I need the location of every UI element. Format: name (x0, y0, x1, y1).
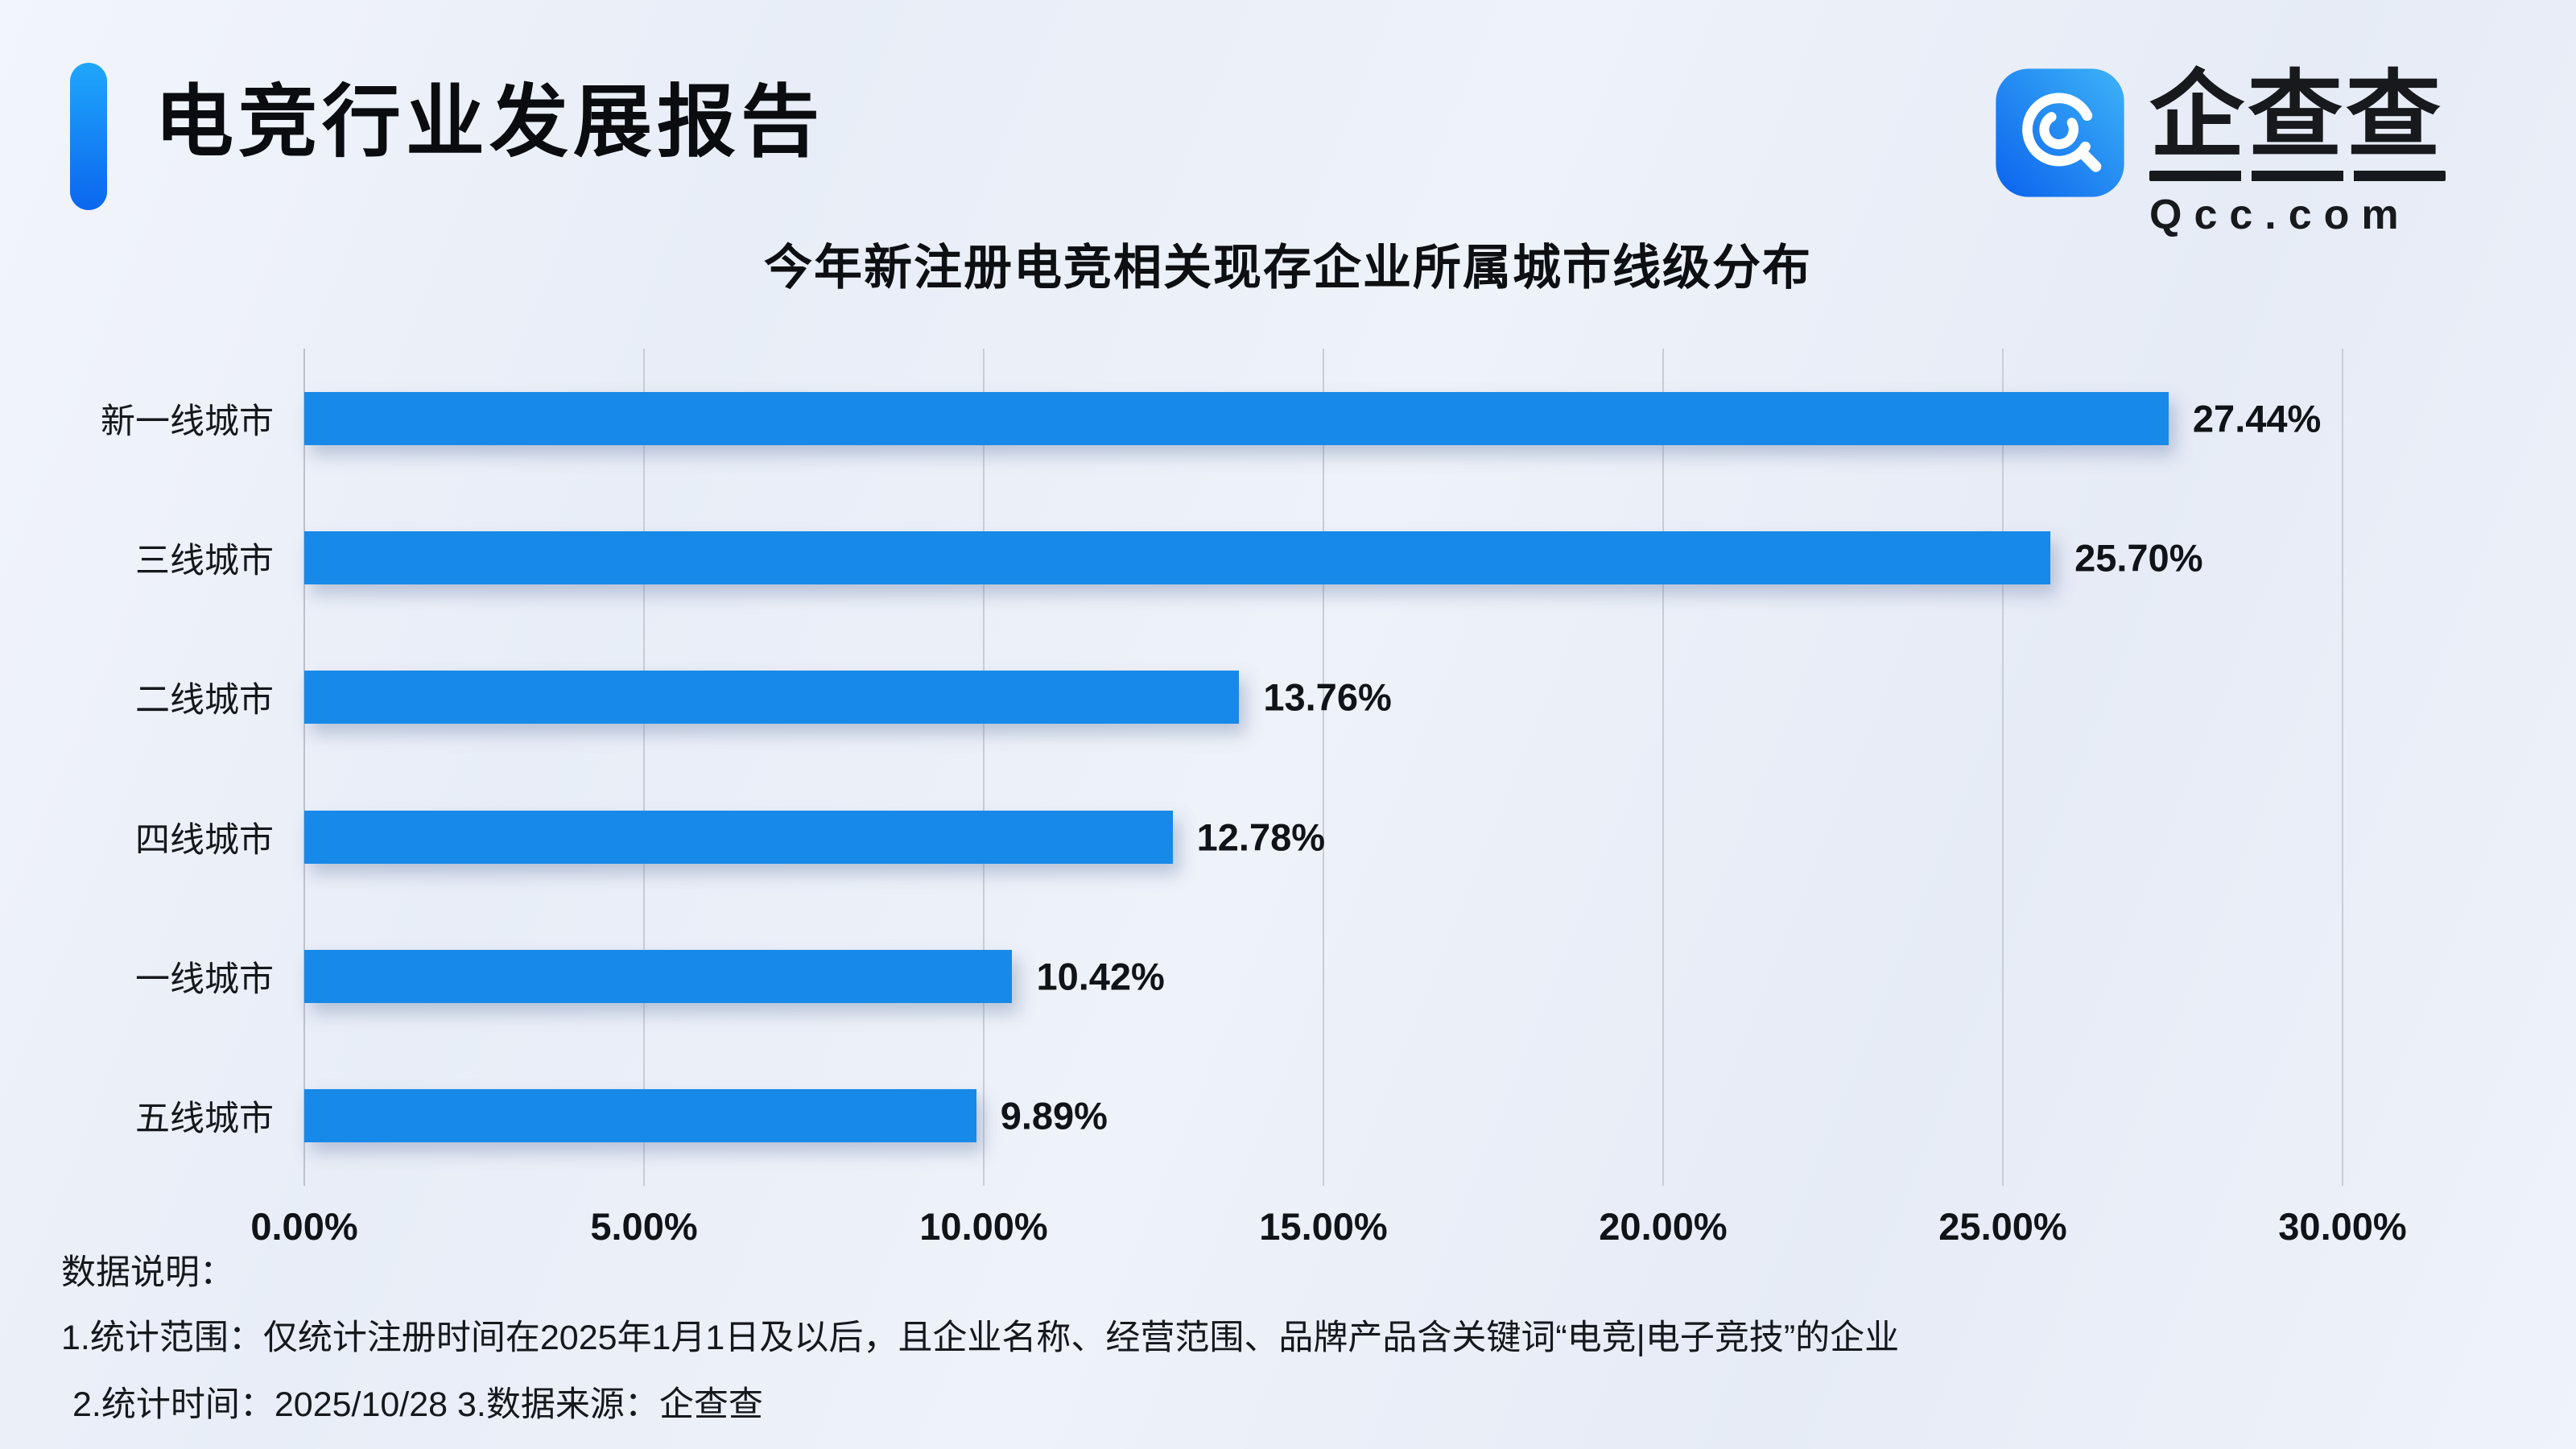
gridline (1662, 349, 1664, 1186)
gridline (2342, 349, 2343, 1186)
qcc-brand-url-text: Qcc.com (2149, 192, 2411, 239)
value-label: 13.76% (1263, 675, 1392, 719)
bar (304, 671, 1240, 724)
category-label: 四线城市 (135, 820, 274, 860)
report-title: 电竞行业发展报告 (155, 77, 825, 166)
bar (304, 1089, 976, 1143)
value-label: 9.89% (1000, 1094, 1108, 1137)
chart-row: 二线城市 13.76% (135, 628, 2343, 767)
x-tick-label: 5.00% (590, 1205, 698, 1248)
chart-row: 新一线城市 27.44% (101, 349, 2343, 488)
category-label: 二线城市 (135, 681, 274, 720)
data-notes: 数据说明： 1.统计范围：仅统计注册时间在2025年1月1日及以后，且企业名称、… (61, 1256, 1899, 1422)
x-tick-label: 0.00% (250, 1205, 358, 1248)
bar (304, 530, 2051, 584)
bar (304, 949, 1013, 1003)
x-tick-label: 10.00% (919, 1205, 1048, 1248)
x-axis: 0.00% 5.00% 10.00% 15.00% 20.00% 25.00% 30.00% (250, 1204, 2406, 1261)
notes-heading: 数据说明： (61, 1253, 234, 1292)
x-tick-label: 15.00% (1259, 1205, 1388, 1248)
gridline (1323, 349, 1324, 1186)
notes-line-2: 2.统计时间：2025/10/28 3.数据来源：企查查 (72, 1385, 763, 1424)
title-accent-bar (70, 63, 107, 210)
qcc-logo-icon (1995, 68, 2125, 198)
gridline (643, 349, 645, 1186)
value-label: 25.70% (2074, 536, 2203, 580)
plot-area: 新一线城市 27.44% 三线城市 25.70% 二线城市 13.76% 四线城市 12.78… (101, 349, 2343, 1186)
category-label: 三线城市 (135, 541, 274, 580)
category-label: 新一线城市 (101, 402, 274, 441)
x-tick-label: 25.00% (1938, 1205, 2067, 1248)
value-label: 10.42% (1036, 955, 1165, 998)
gridline (983, 349, 985, 1186)
gridline (2002, 349, 2004, 1186)
value-label: 12.78% (1196, 815, 1326, 859)
chart-row: 四线城市 12.78% (135, 767, 2343, 906)
x-tick-label: 20.00% (1599, 1205, 1728, 1248)
chart-title: 今年新注册电竞相关现存企业所属城市线级分布 (764, 241, 1812, 295)
bar (304, 810, 1173, 864)
qcc-brand-text: 企查查 (2149, 63, 2445, 169)
bar (304, 391, 2169, 445)
chart-row: 一线城市 10.42% (135, 906, 2343, 1046)
notes-line-1: 1.统计范围：仅统计注册时间在2025年1月1日及以后，且企业名称、经营范围、品… (61, 1319, 1900, 1357)
chart-row: 三线城市 25.70% (135, 488, 2343, 627)
category-label: 一线城市 (135, 960, 274, 999)
category-label: 五线城市 (135, 1100, 274, 1139)
chart-row: 五线城市 9.89% (135, 1046, 2343, 1186)
x-tick-label: 30.00% (2278, 1205, 2407, 1248)
qcc-brand-underline (2149, 171, 2446, 182)
qcc-logo-wordmark: 企查查 Qcc.com (2149, 68, 2446, 239)
value-label: 27.44% (2192, 397, 2322, 440)
qcc-logo: 企查查 Qcc.com (1995, 68, 2446, 239)
y-axis-line (303, 349, 305, 1186)
